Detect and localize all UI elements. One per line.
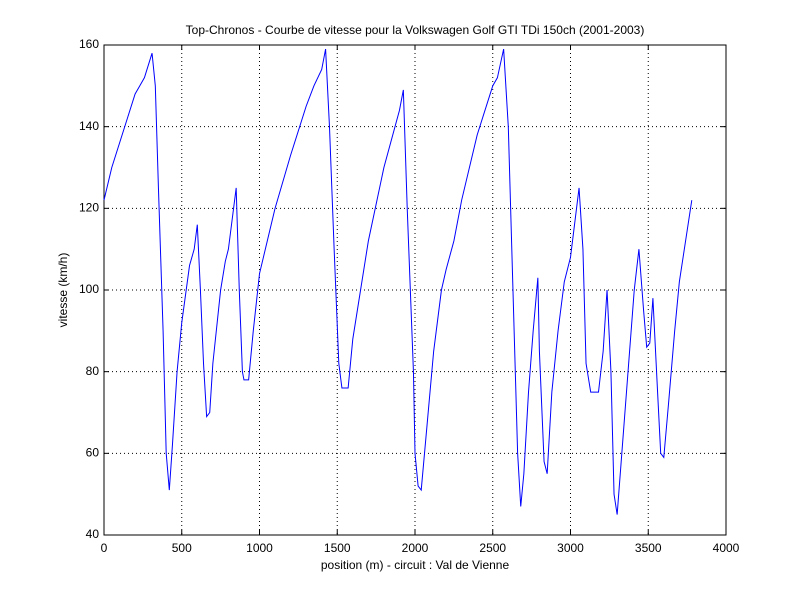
y-tick-label: 40 [86, 527, 100, 541]
y-tick-label: 60 [86, 446, 100, 460]
chart-title: Top-Chronos - Courbe de vitesse pour la … [186, 23, 645, 37]
y-tick-label: 120 [79, 201, 99, 215]
x-tick-label: 500 [172, 541, 192, 555]
x-tick-label: 2500 [479, 541, 506, 555]
y-tick-label: 160 [79, 37, 99, 51]
y-tick-label: 80 [86, 364, 100, 378]
x-tick-label: 4000 [713, 541, 740, 555]
y-tick-label: 140 [79, 119, 99, 133]
speed-line [104, 49, 692, 515]
x-tick-label: 3000 [557, 541, 584, 555]
chart: Top-Chronos - Courbe de vitesse pour la … [0, 0, 800, 601]
x-tick-label: 3500 [635, 541, 662, 555]
x-tick-label: 0 [101, 541, 108, 555]
x-tick-label: 1000 [246, 541, 273, 555]
y-tick-label: 100 [79, 282, 99, 296]
x-tick-label: 1500 [324, 541, 351, 555]
x-axis-label: position (m) - circuit : Val de Vienne [321, 558, 510, 572]
y-axis-label: vitesse (km/h) [56, 253, 70, 328]
x-tick-label: 2000 [402, 541, 429, 555]
